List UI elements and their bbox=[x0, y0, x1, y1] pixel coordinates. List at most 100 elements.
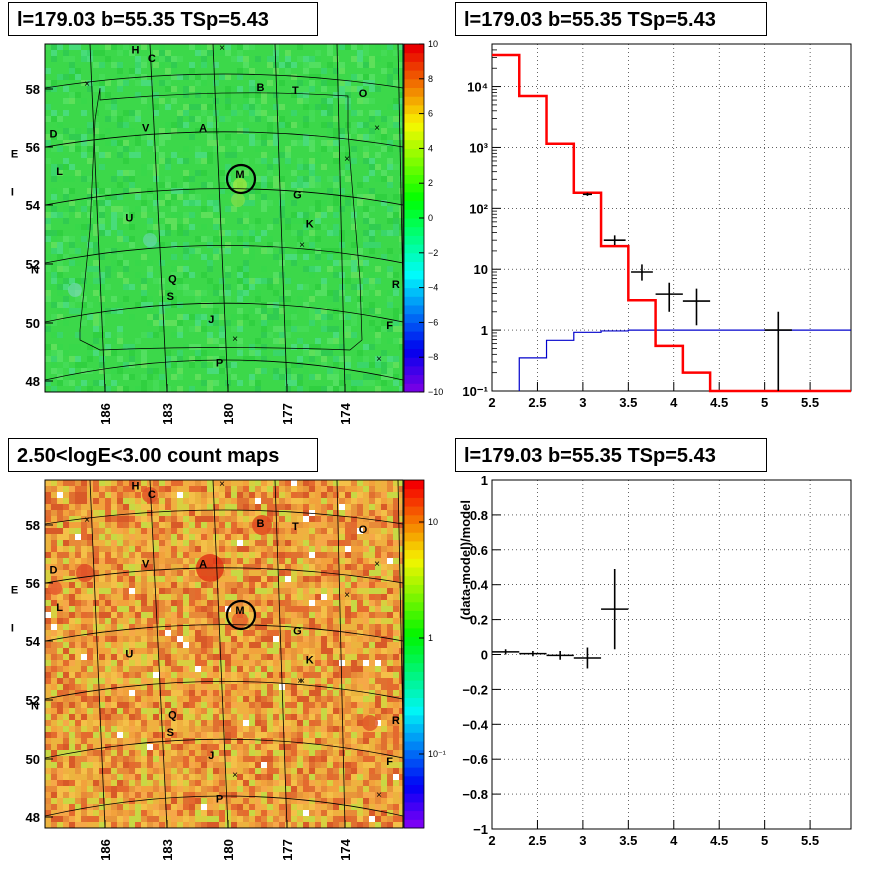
map-pixel bbox=[63, 672, 69, 678]
map-pixel bbox=[363, 540, 369, 546]
map-pixel bbox=[135, 774, 141, 780]
map-pixel bbox=[195, 528, 201, 534]
map-pixel bbox=[147, 774, 153, 780]
map-pixel bbox=[147, 738, 153, 744]
map-pixel bbox=[243, 176, 249, 182]
map-pixel bbox=[225, 708, 231, 714]
map-pixel bbox=[315, 176, 321, 182]
map-pixel bbox=[303, 696, 309, 702]
map-pixel bbox=[321, 798, 327, 804]
map-pixel bbox=[69, 768, 75, 774]
map-pixel bbox=[357, 636, 363, 642]
map-pixel bbox=[249, 308, 255, 314]
map-pixel bbox=[63, 128, 69, 134]
map-pixel bbox=[213, 320, 219, 326]
map-pixel bbox=[291, 696, 297, 702]
map-pixel bbox=[195, 642, 201, 648]
map-pixel bbox=[381, 576, 387, 582]
map-pixel bbox=[201, 636, 207, 642]
map-pixel bbox=[237, 50, 243, 56]
colorbar-segment bbox=[404, 113, 424, 123]
map-pixel bbox=[309, 612, 315, 618]
map-pixel bbox=[231, 510, 237, 516]
map-pixel bbox=[177, 212, 183, 218]
map-pixel bbox=[171, 540, 177, 546]
map-pixel bbox=[255, 182, 261, 188]
map-pixel bbox=[117, 74, 123, 80]
map-pixel bbox=[45, 104, 51, 110]
map-pixel bbox=[357, 546, 363, 552]
map-pixel bbox=[381, 68, 387, 74]
map-pixel bbox=[369, 134, 375, 140]
map-pixel bbox=[201, 696, 207, 702]
map-pixel bbox=[141, 62, 147, 68]
map-pixel bbox=[177, 756, 183, 762]
map-pixel bbox=[285, 386, 291, 392]
map-pixel bbox=[153, 368, 159, 374]
map-pixel bbox=[363, 702, 369, 708]
map-pixel bbox=[261, 618, 267, 624]
map-pixel bbox=[333, 486, 339, 492]
map-pixel bbox=[75, 534, 81, 540]
map-pixel bbox=[399, 738, 403, 744]
map-pixel bbox=[381, 690, 387, 696]
map-pixel bbox=[339, 522, 345, 528]
map-pixel bbox=[339, 206, 345, 212]
map-pixel bbox=[153, 636, 159, 642]
map-pixel bbox=[255, 290, 261, 296]
map-pixel bbox=[213, 690, 219, 696]
map-pixel bbox=[75, 666, 81, 672]
map-pixel bbox=[159, 612, 165, 618]
map-pixel bbox=[333, 576, 339, 582]
map-pixel bbox=[267, 786, 273, 792]
map-pixel bbox=[255, 308, 261, 314]
map-pixel bbox=[267, 684, 273, 690]
map-pixel bbox=[159, 696, 165, 702]
colorbar-segment bbox=[404, 174, 424, 184]
map-pixel bbox=[309, 774, 315, 780]
map-pixel bbox=[99, 546, 105, 552]
map-pixel bbox=[123, 726, 129, 732]
map-pixel bbox=[63, 74, 69, 80]
map-pixel bbox=[213, 290, 219, 296]
map-pixel bbox=[303, 576, 309, 582]
map-pixel bbox=[45, 690, 51, 696]
map-pixel bbox=[195, 618, 201, 624]
map-pixel bbox=[117, 326, 123, 332]
map-pixel bbox=[87, 582, 93, 588]
map-pixel bbox=[387, 600, 393, 606]
map-pixel bbox=[195, 636, 201, 642]
map-pixel bbox=[171, 492, 177, 498]
map-pixel bbox=[255, 636, 261, 642]
map-pixel bbox=[237, 690, 243, 696]
map-pixel bbox=[45, 570, 51, 576]
map-pixel bbox=[393, 480, 399, 486]
map-pixel bbox=[57, 672, 63, 678]
map-pixel bbox=[333, 224, 339, 230]
map-pixel bbox=[351, 612, 357, 618]
map-pixel bbox=[135, 702, 141, 708]
map-pixel bbox=[195, 612, 201, 618]
map-pixel bbox=[123, 362, 129, 368]
map-pixel bbox=[297, 744, 303, 750]
map-pixel bbox=[69, 552, 75, 558]
map-pixel bbox=[165, 618, 171, 624]
map-pixel bbox=[285, 798, 291, 804]
map-pixel bbox=[165, 666, 171, 672]
map-pixel bbox=[279, 756, 285, 762]
map-pixel bbox=[213, 654, 219, 660]
map-pixel bbox=[123, 510, 129, 516]
map-pixel bbox=[75, 522, 81, 528]
map-pixel bbox=[135, 522, 141, 528]
map-pixel bbox=[237, 320, 243, 326]
map-pixel bbox=[99, 212, 105, 218]
colorbar-tick-label: 2 bbox=[428, 178, 433, 188]
map-pixel bbox=[189, 212, 195, 218]
map-pixel bbox=[375, 666, 381, 672]
map-pixel bbox=[45, 804, 51, 810]
map-pixel bbox=[135, 116, 141, 122]
map-pixel bbox=[183, 170, 189, 176]
map-pixel bbox=[393, 528, 399, 534]
map-pixel bbox=[165, 242, 171, 248]
map-pixel bbox=[303, 624, 309, 630]
